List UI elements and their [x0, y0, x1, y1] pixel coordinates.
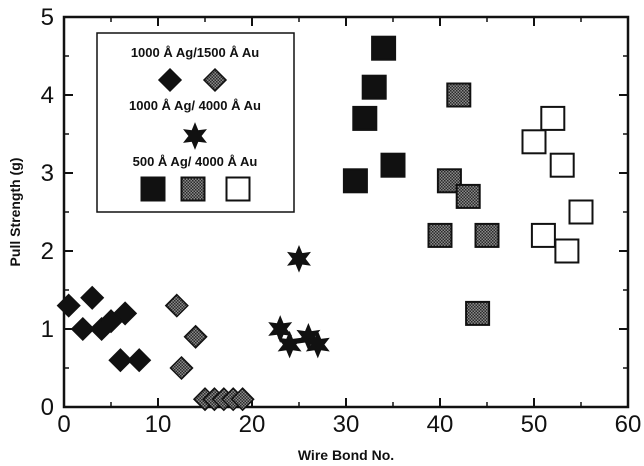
data-points [56, 35, 594, 412]
star-solid-point [287, 244, 311, 273]
square-hatched-point [465, 300, 491, 326]
square-open-point [521, 129, 547, 155]
diamond-hatched-point [169, 355, 194, 381]
legend-swatch-square-open [225, 176, 251, 202]
square-open-point [540, 105, 566, 131]
square-solid-point [380, 152, 406, 178]
axis-tick-labels: 0 10 20 30 40 50 60 0 1 2 3 4 5 [41, 4, 642, 438]
square-open-point [568, 199, 594, 225]
square-open-point [554, 238, 580, 264]
square-solid-point [361, 74, 387, 100]
y-tick-label: 1 [41, 316, 54, 343]
y-tick-label: 0 [41, 394, 54, 421]
x-axis-label: Wire Bond No. [298, 447, 394, 463]
x-tick-label: 40 [427, 411, 454, 438]
x-tick-label: 0 [57, 411, 70, 438]
x-tick-label: 50 [521, 411, 548, 438]
diamond-hatched-point [230, 387, 255, 412]
square-hatched-point [455, 183, 481, 209]
square-solid-point [342, 168, 368, 194]
diamond-solid-point [56, 293, 81, 318]
star-solid-point [268, 315, 293, 343]
square-hatched-point [474, 222, 500, 248]
square-solid-point [352, 105, 378, 131]
square-solid-point [371, 35, 397, 61]
legend-swatch-diamond-hatched [202, 67, 228, 93]
diamond-solid-point [80, 285, 105, 310]
square-hatched-point [446, 82, 472, 108]
diamond-solid-point [127, 348, 152, 373]
diamond-hatched-point [164, 293, 189, 318]
legend-label: 1000 Å Ag/1500 Å Au [131, 45, 259, 60]
square-open-point [549, 152, 575, 178]
y-tick-label: 2 [41, 238, 54, 265]
x-tick-label: 60 [615, 411, 642, 438]
x-tick-label: 20 [239, 411, 266, 438]
diamond-solid-point [70, 316, 95, 342]
square-open-point [530, 222, 556, 248]
square-hatched-point [436, 168, 462, 194]
y-tick-label: 4 [41, 82, 54, 109]
star-solid-point [305, 330, 330, 359]
y-axis-label: Pull Strength (g) [7, 158, 23, 267]
legend-swatch-diamond-solid [157, 67, 183, 93]
diamond-hatched-point [183, 324, 208, 349]
diamond-solid-point [108, 348, 133, 373]
star-solid-point [277, 330, 302, 359]
legend-swatch-square-hatched [180, 176, 206, 202]
legend: 1000 Å Ag/1500 Å Au 1000 Å Ag/ 4000 Å Au 5… [96, 32, 295, 213]
legend-label: 1000 Å Ag/ 4000 Å Au [129, 98, 261, 113]
legend-label: 500 Å Ag/ 4000 Å Au [133, 154, 258, 169]
legend-swatch-square-solid [140, 176, 166, 202]
diamond-solid-point [113, 301, 138, 326]
x-tick-label: 30 [333, 411, 360, 438]
square-hatched-point [427, 222, 453, 248]
x-tick-label: 10 [145, 411, 172, 438]
legend-swatch-star-solid [183, 122, 207, 150]
axis-ticks [63, 16, 629, 408]
y-tick-label: 3 [41, 160, 54, 187]
y-tick-label: 5 [41, 4, 54, 31]
